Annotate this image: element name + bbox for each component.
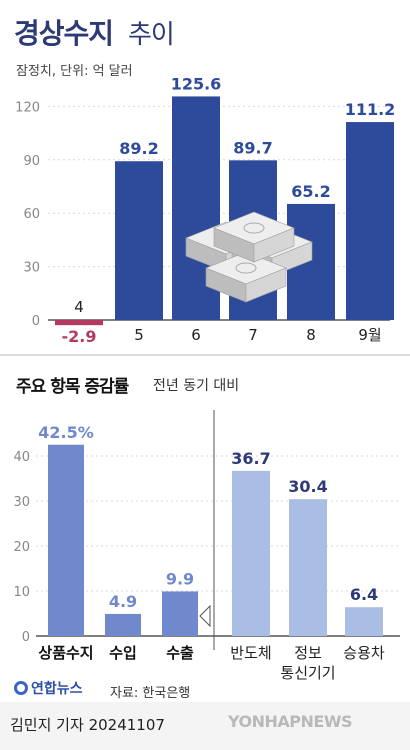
source-note: 자료: 한국은행 xyxy=(110,686,191,701)
data-label: 4.9 xyxy=(109,592,137,611)
data-label: 89.2 xyxy=(119,139,158,158)
x-tick-label: 5 xyxy=(134,326,144,344)
data-label: 9.9 xyxy=(166,569,194,588)
section-note: 전년 동기 대비 xyxy=(153,378,240,394)
chart-title: 경상수지 xyxy=(14,17,114,50)
x-tick-label: 승용차 xyxy=(343,644,385,662)
bar xyxy=(232,470,270,636)
money-bundle-icon xyxy=(213,211,295,263)
yonhap-logo: 연합뉴스 xyxy=(14,678,83,698)
data-label: 42.5% xyxy=(38,423,94,442)
y-tick-label: 0 xyxy=(22,630,30,645)
x-tick-label: 7 xyxy=(248,326,258,344)
x-tick-label: 통신기기 xyxy=(280,664,335,680)
data-label: 6.4 xyxy=(350,585,378,604)
bar xyxy=(105,613,141,636)
chart-subtitle: 잠정치, 단위: 억 달러 xyxy=(16,64,133,79)
logo-mark-icon xyxy=(14,681,28,695)
bar xyxy=(345,607,383,636)
x-tick-label: 수출 xyxy=(166,644,194,662)
y-tick-label: 10 xyxy=(13,585,30,600)
data-label: 89.7 xyxy=(233,138,272,157)
growth-rate-chart: 0 10 20 30 40 42.5% 상품수지 4.9 수입 9.9 수출 36.7 반도체 30.4 정… xyxy=(13,410,400,680)
y-tick-label: 90 xyxy=(23,154,40,169)
x-tick-label: 8 xyxy=(306,326,316,344)
bar xyxy=(48,444,84,636)
data-label: 36.7 xyxy=(231,449,270,468)
chart-title-suffix: 추이 xyxy=(128,20,175,50)
money-bundle-icon xyxy=(205,251,287,303)
axis-break-mark xyxy=(199,604,211,628)
logo-text: 연합뉴스 xyxy=(31,681,83,697)
bar xyxy=(289,499,327,636)
bar xyxy=(346,122,394,320)
bar xyxy=(55,320,103,326)
reporter-name: 김민지 기자 xyxy=(10,716,84,734)
y-tick-label: 40 xyxy=(13,450,30,465)
data-label: 111.2 xyxy=(345,100,396,119)
y-tick-label: 120 xyxy=(15,100,40,115)
data-label: 65.2 xyxy=(291,182,330,201)
y-tick-label: 30 xyxy=(13,495,30,510)
y-tick-label: 60 xyxy=(23,207,40,222)
reporter-credit: 김민지 기자 20241107 xyxy=(10,714,165,735)
data-label: 30.4 xyxy=(288,477,327,496)
x-tick-label: 4 xyxy=(74,298,84,316)
x-tick-label: 9월 xyxy=(358,326,381,344)
x-tick-label: 수입 xyxy=(109,644,137,662)
data-label: -2.9 xyxy=(62,327,97,346)
data-label: 125.6 xyxy=(171,74,222,93)
section-title: 주요 항목 증감률 xyxy=(16,377,129,397)
y-tick-label: 20 xyxy=(13,540,30,555)
x-tick-label: 상품수지 xyxy=(38,644,93,662)
footer-bar xyxy=(0,702,410,750)
watermark: YONHAPNEWS xyxy=(228,712,353,731)
publish-date: 20241107 xyxy=(88,716,165,734)
bar xyxy=(115,161,163,320)
x-tick-label: 정보 xyxy=(294,644,322,662)
current-account-chart: 0 30 60 90 120 -2.9 4 89.2 5 125.6 6 89.7 7 65.2 8 111.… xyxy=(0,74,410,356)
y-tick-label: 0 xyxy=(32,314,40,329)
y-tick-label: 30 xyxy=(23,261,40,276)
x-tick-label: 반도체 xyxy=(230,644,271,662)
bar xyxy=(162,591,198,636)
x-tick-label: 6 xyxy=(191,326,201,344)
